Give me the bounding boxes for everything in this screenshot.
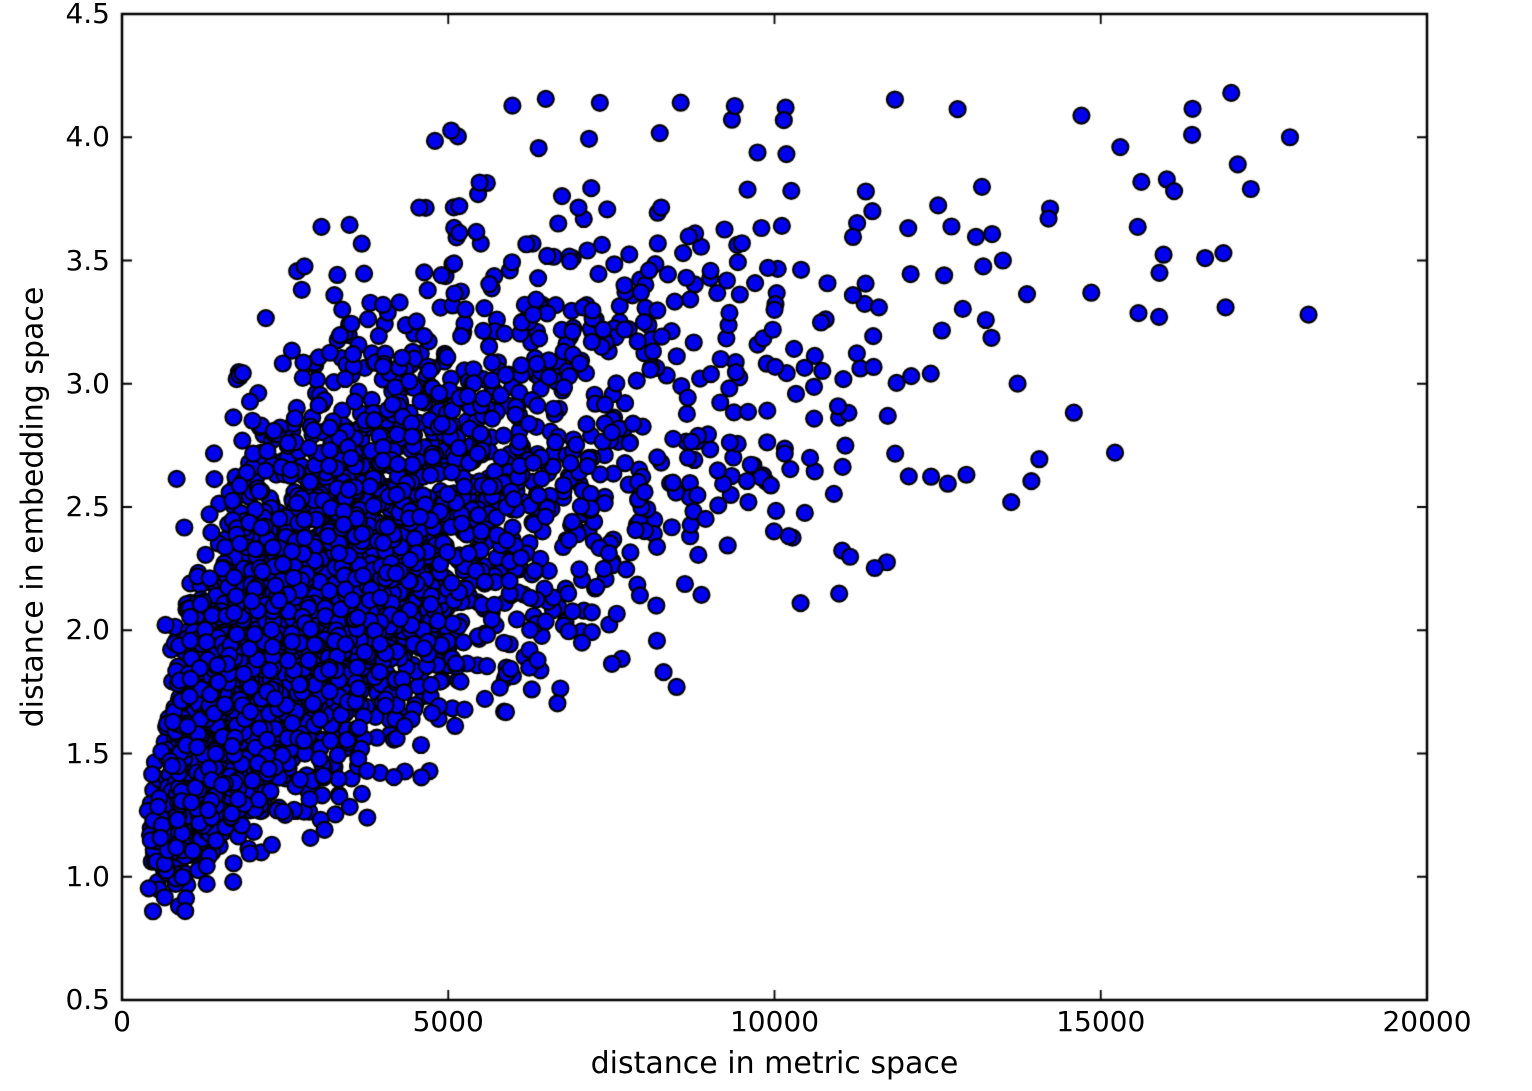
y-tick-label: 1.0 xyxy=(65,859,110,893)
x-tick-label: 10000 xyxy=(729,1005,820,1038)
y-tick-label: 4.5 xyxy=(65,0,110,30)
y-tick-label: 2.0 xyxy=(65,613,110,647)
y-tick-label: 4.0 xyxy=(65,120,110,154)
y-tick-label: 3.5 xyxy=(65,243,110,277)
y-tick-label: 3.0 xyxy=(65,366,110,400)
x-tick-label: 0 xyxy=(113,1005,131,1038)
x-tick-label: 20000 xyxy=(1382,1005,1472,1038)
y-axis-label: distance in embedding space xyxy=(15,286,51,728)
x-tick-label: 5000 xyxy=(412,1005,484,1038)
x-tick-label: 15000 xyxy=(1056,1005,1146,1038)
y-tick-label: 2.5 xyxy=(65,490,110,523)
x-axis-label: distance in metric space xyxy=(590,1046,959,1081)
y-tick-label: 0.5 xyxy=(65,983,110,1016)
y-tick-label: 1.5 xyxy=(65,736,110,770)
